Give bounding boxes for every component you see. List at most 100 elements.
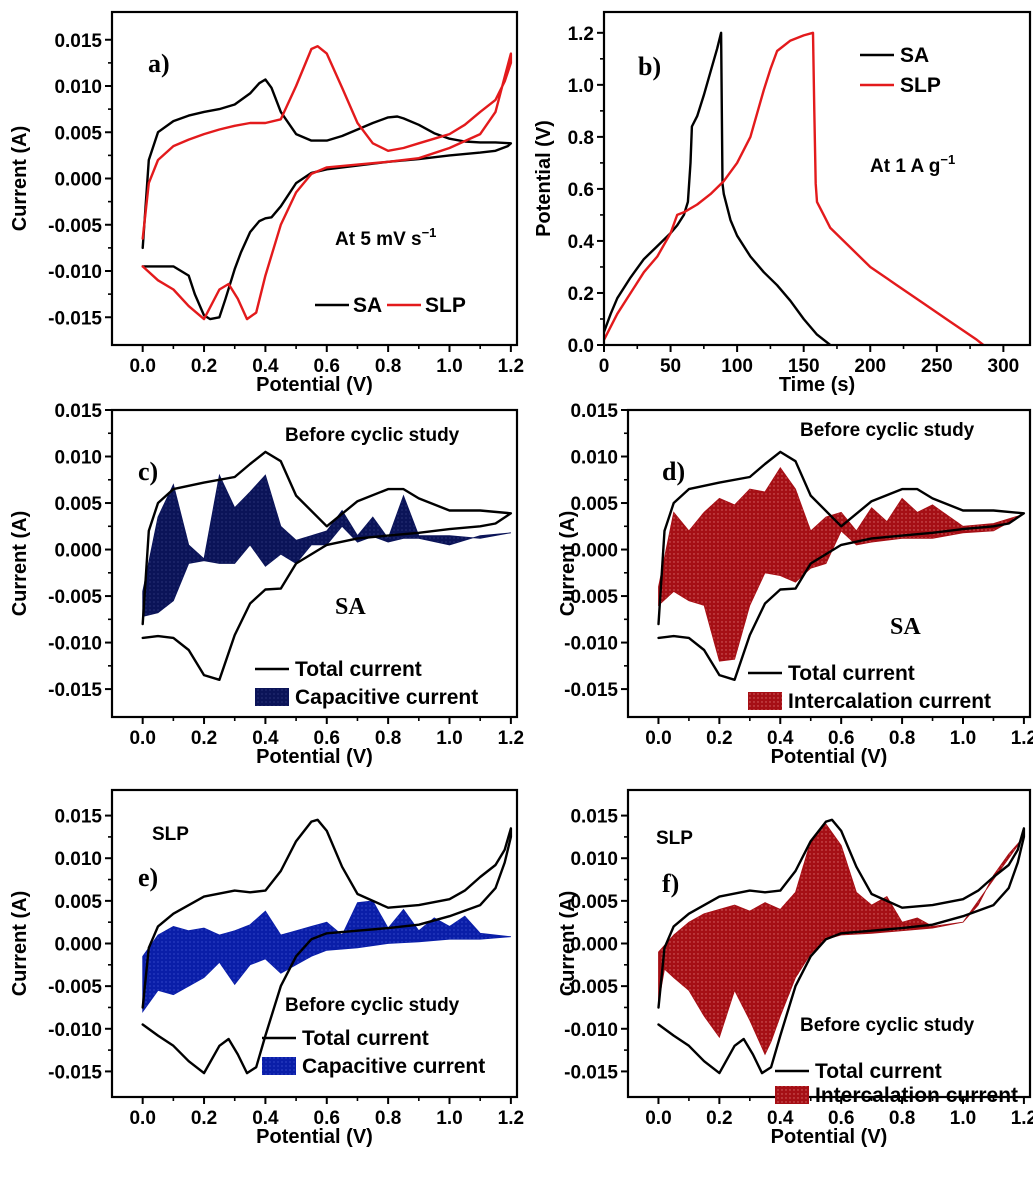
series-line-b-slp bbox=[604, 31, 985, 345]
legend-entry: SA bbox=[353, 294, 382, 317]
y-tick-label: 0.000 bbox=[54, 170, 102, 191]
y-axis-label: Current (A) bbox=[557, 511, 579, 617]
annotation-text: Before cyclic study bbox=[800, 1015, 975, 1036]
chart-panel-e: 0.0 0.2 0.4 0.6 0.8 1.0 1.2 -0.015 -0.010 -0.005 0… bbox=[9, 788, 524, 1148]
legend-entry: Intercalation current bbox=[788, 690, 991, 713]
y-tick-label: 0.000 bbox=[570, 935, 618, 956]
x-tick-label: 1.2 bbox=[498, 1108, 524, 1129]
legend-a: SA SLP bbox=[315, 294, 466, 317]
legend-d: Total current Intercalation current bbox=[748, 662, 991, 713]
x-axis-label: Potential (V) bbox=[771, 1126, 888, 1148]
legend-entry: Capacitive current bbox=[302, 1055, 485, 1078]
y-tick-label: -0.010 bbox=[48, 262, 102, 283]
plot-area-e bbox=[141, 818, 513, 1075]
component-area-f bbox=[658, 823, 1025, 1056]
y-tick-label: 0.005 bbox=[54, 494, 102, 515]
x-tick-label: 0.8 bbox=[375, 1108, 401, 1129]
annotation-superscript: −1 bbox=[940, 152, 955, 167]
y-tick-label: -0.015 bbox=[48, 1062, 102, 1083]
y-tick-label: 0.000 bbox=[54, 541, 102, 562]
legend-entry: Capacitive current bbox=[295, 686, 478, 709]
x-tick-label: 0.2 bbox=[706, 728, 732, 749]
legend-entry: Intercalation current bbox=[815, 1084, 1018, 1107]
x-axis-label: Time (s) bbox=[779, 374, 855, 396]
chart-panel-c: 0.0 0.2 0.4 0.6 0.8 1.0 1.2 -0.015 -0.010 -0.005 0… bbox=[9, 401, 524, 768]
x-tick-label: 0.4 bbox=[252, 1108, 279, 1129]
component-area-e bbox=[142, 900, 511, 1013]
x-tick-label: 0.4 bbox=[767, 728, 794, 749]
plot-area-a bbox=[141, 45, 513, 321]
y-tick-label: 0.005 bbox=[54, 123, 102, 144]
y-tick-label: 0.005 bbox=[570, 892, 618, 913]
legend-entry: Total current bbox=[815, 1060, 942, 1083]
x-tick-label: 1.0 bbox=[436, 356, 462, 377]
x-tick-label: 1.2 bbox=[1011, 1108, 1033, 1129]
plot-area-c bbox=[141, 450, 513, 681]
y-tick-label: -0.015 bbox=[48, 308, 102, 329]
x-tick-label: 0.6 bbox=[828, 1108, 854, 1129]
x-axis-label: Potential (V) bbox=[256, 374, 373, 396]
annotation-text: Before cyclic study bbox=[285, 995, 460, 1016]
y-tick-label: 0.2 bbox=[568, 284, 594, 305]
y-tick-label: -0.015 bbox=[564, 680, 618, 701]
plot-frame-b bbox=[602, 10, 1032, 347]
plot-frame-c bbox=[110, 408, 519, 719]
total-current-line-f bbox=[657, 818, 1026, 1075]
x-axis-label: Potential (V) bbox=[256, 1126, 373, 1148]
x-tick-label: 1.2 bbox=[498, 728, 524, 749]
sample-label: SA bbox=[335, 594, 366, 620]
x-tick-label: 0 bbox=[599, 356, 610, 377]
x-tick-label: 150 bbox=[788, 356, 820, 377]
x-tick-label: 0.2 bbox=[191, 1108, 217, 1129]
y-tick-label: 0.0 bbox=[568, 336, 594, 357]
annotation-text: Before cyclic study bbox=[800, 420, 975, 441]
plot-area-d bbox=[657, 450, 1026, 681]
y-tick-label: 0.4 bbox=[568, 232, 595, 253]
legend-entry: Total current bbox=[295, 658, 422, 681]
panel-label: c) bbox=[138, 457, 158, 486]
sample-label: SLP bbox=[152, 824, 189, 845]
legend-entry: SA bbox=[900, 44, 929, 67]
legend-b: SA SLP bbox=[860, 44, 941, 97]
y-tick-label: 0.005 bbox=[54, 892, 102, 913]
sample-label: SA bbox=[890, 614, 921, 640]
x-tick-label: 200 bbox=[854, 356, 886, 377]
plot-area-b bbox=[604, 31, 985, 345]
x-tick-label: 0.8 bbox=[889, 1108, 915, 1129]
x-axis-label: Potential (V) bbox=[771, 746, 888, 768]
series-line-a-sa bbox=[141, 78, 513, 321]
y-tick-label: 0.010 bbox=[54, 77, 102, 98]
chart-panel-b: 0 50 100 150 200 250 300 0.0 0.2 0.4 0.6 0.8 1.0 1.2 T… bbox=[533, 10, 1032, 396]
x-tick-label: 0.8 bbox=[375, 728, 401, 749]
legend-swatch bbox=[262, 1057, 296, 1075]
x-axis-label: Potential (V) bbox=[256, 746, 373, 768]
annotation-text: Before cyclic study bbox=[285, 425, 460, 446]
legend-c: Total current Capacitive current bbox=[255, 658, 478, 709]
series-line-b-sa bbox=[604, 31, 832, 345]
y-tick-label: -0.005 bbox=[48, 587, 102, 608]
chart-panel-d: 0.0 0.2 0.4 0.6 0.8 1.0 1.2 -0.015 -0.010 -0.005 0… bbox=[557, 401, 1033, 768]
x-tick-label: 0.2 bbox=[706, 1108, 732, 1129]
y-axis-label: Potential (V) bbox=[533, 120, 555, 237]
legend-entry: SLP bbox=[900, 74, 941, 97]
panel-label: e) bbox=[138, 863, 158, 892]
y-tick-label: 0.000 bbox=[54, 935, 102, 956]
y-tick-label: 1.0 bbox=[568, 76, 594, 97]
legend-entry: SLP bbox=[425, 294, 466, 317]
x-tick-label: 0.0 bbox=[645, 728, 671, 749]
x-tick-label: 0.8 bbox=[375, 356, 401, 377]
x-tick-label: 50 bbox=[660, 356, 681, 377]
legend-swatch bbox=[255, 688, 289, 706]
y-tick-label: -0.010 bbox=[564, 634, 618, 655]
x-tick-label: 1.0 bbox=[436, 1108, 462, 1129]
sample-label: SLP bbox=[656, 828, 693, 849]
x-tick-label: 0.0 bbox=[645, 1108, 671, 1129]
y-tick-label: 0.005 bbox=[570, 494, 618, 515]
y-axis-label: Current (A) bbox=[557, 891, 579, 997]
y-tick-label: 0.8 bbox=[568, 128, 594, 149]
component-area-c bbox=[142, 473, 511, 618]
x-tick-label: 300 bbox=[988, 356, 1020, 377]
legend-entry: Total current bbox=[788, 662, 915, 685]
chart-panel-a: 0.0 0.2 0.4 0.6 0.8 1.0 1.2 -0.015 -0.010 -0.005 0… bbox=[9, 10, 524, 396]
